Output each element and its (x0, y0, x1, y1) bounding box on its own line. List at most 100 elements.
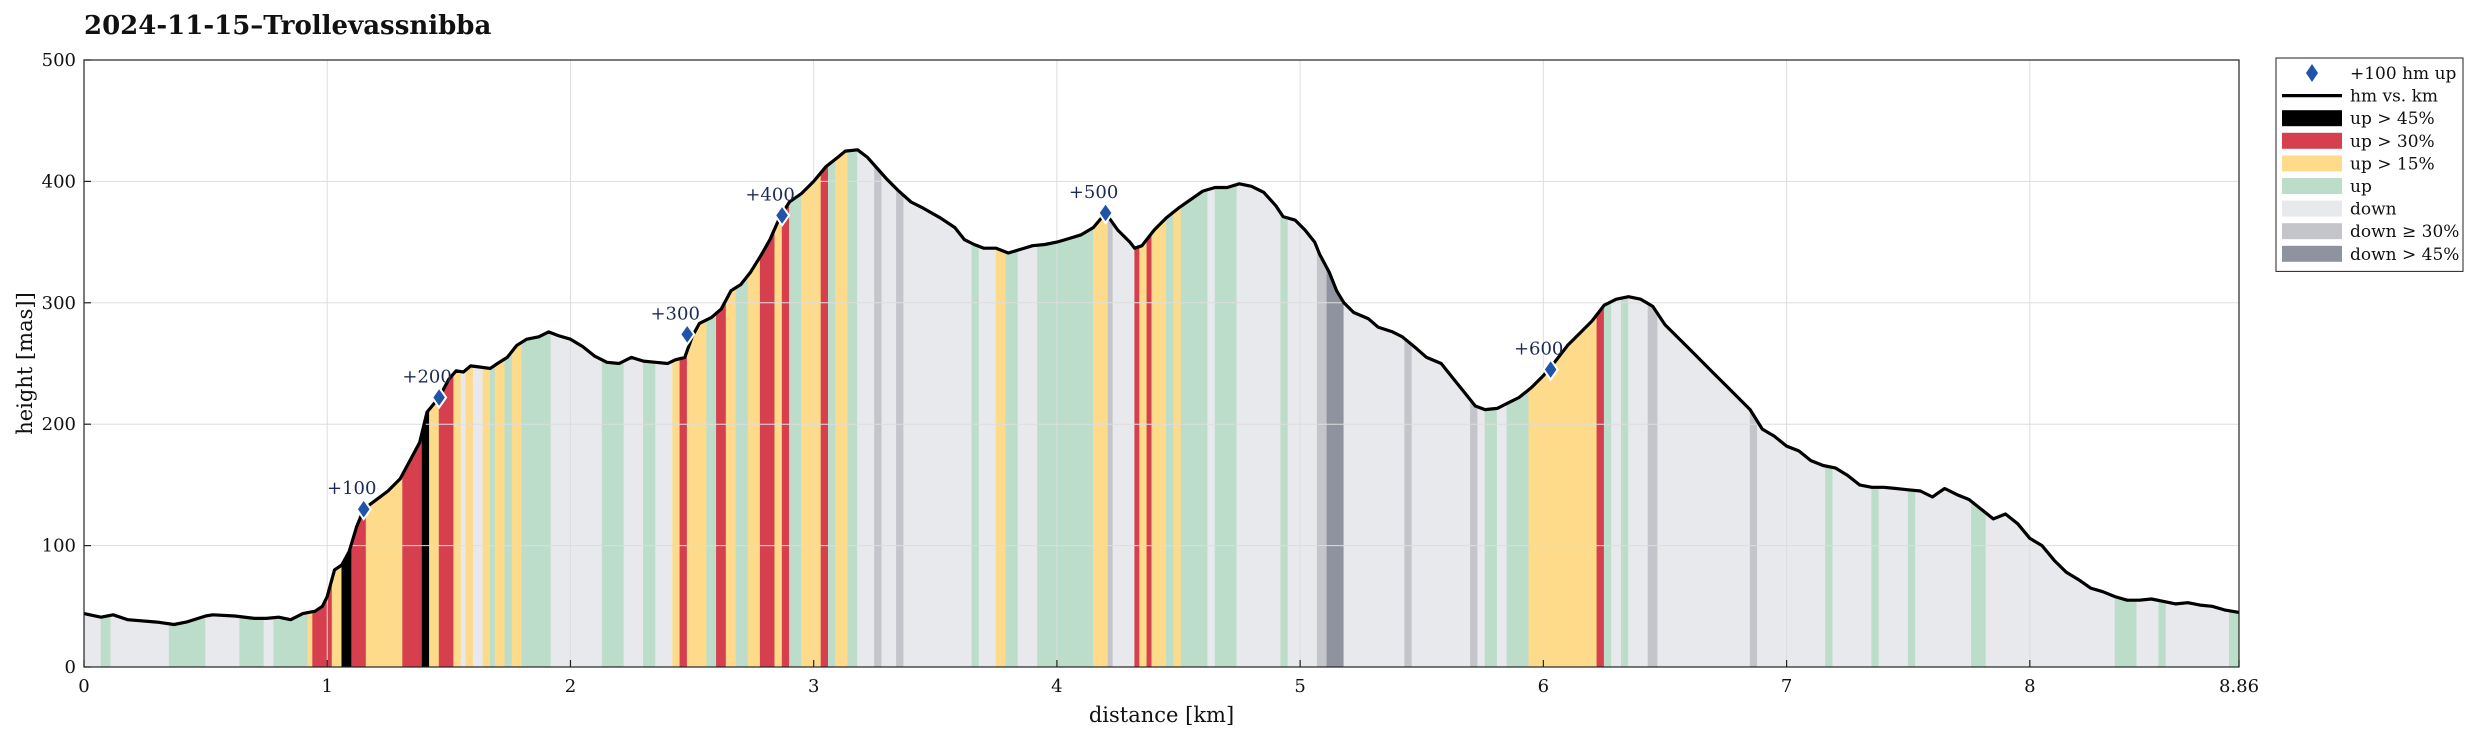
milestone-label: +400 (745, 184, 794, 205)
segment-down (655, 360, 673, 668)
segment-up15 (774, 212, 783, 668)
y-axis-ticks: 0 100 200 300 400 500 (42, 50, 91, 678)
slope-segments (83, 149, 2240, 668)
segment-up45 (421, 408, 430, 668)
y-tick-label: 100 (42, 536, 76, 557)
segment-down (1832, 467, 1872, 668)
segment-up15 (1528, 313, 1598, 668)
segment-down45 (1326, 267, 1345, 668)
segment-down (1112, 222, 1135, 668)
segment-up (735, 274, 749, 668)
segment-up (1603, 301, 1612, 668)
segment-up (1484, 408, 1498, 668)
grid-lines (84, 60, 2239, 667)
segment-up15 (801, 171, 822, 668)
milestone-marker (773, 203, 791, 228)
segment-down (2136, 598, 2159, 668)
segment-down30 (1316, 248, 1328, 668)
segment-up (2114, 596, 2138, 668)
x-tick-label: 0 (78, 676, 89, 697)
segment-down (1343, 302, 1405, 668)
segment-down (1878, 487, 1909, 668)
x-tick-label: 8 (2024, 676, 2035, 697)
segment-down (1657, 312, 1751, 668)
segment-down (1287, 217, 1318, 668)
segment-up (1971, 500, 1987, 668)
segment-up (789, 192, 802, 668)
segment-down (978, 245, 997, 668)
segment-down (205, 614, 240, 668)
y-tick-label: 0 (65, 657, 76, 678)
legend-swatch-up (2282, 178, 2342, 194)
milestone-label: +200 (402, 366, 451, 387)
segment-down (1915, 488, 1972, 668)
segment-up (1005, 249, 1019, 668)
x-tick-label: 3 (808, 676, 819, 697)
segment-down30 (874, 164, 883, 668)
segment-down (857, 149, 875, 668)
legend-swatch-down45 (2282, 245, 2342, 262)
segment-up15 (1151, 217, 1167, 668)
segment-up30 (679, 350, 688, 668)
segment-down30 (896, 187, 904, 668)
legend-label: up > 30% (2350, 132, 2435, 152)
segment-up15 (686, 319, 707, 668)
milestone-marker (678, 322, 696, 347)
segment-up30 (1146, 232, 1153, 668)
x-tick-label: 1 (322, 676, 333, 697)
segment-down (903, 194, 973, 668)
segment-up15 (482, 367, 491, 668)
legend-label: down (2350, 200, 2397, 220)
milestone-label: +100 (327, 478, 376, 499)
segment-up (1506, 389, 1530, 668)
legend-label: down ≥ 30% (2350, 222, 2459, 242)
segment-up15 (494, 358, 506, 668)
segment-up (601, 359, 625, 668)
segment-up15 (1139, 238, 1148, 668)
legend-label: +100 hm up (2350, 64, 2457, 84)
segment-up15 (995, 247, 1007, 668)
y-tick-label: 300 (42, 293, 76, 314)
segment-up (1037, 226, 1094, 668)
segment-up (1180, 189, 1208, 668)
segment-up (239, 616, 265, 668)
segment-down (1477, 406, 1486, 668)
milestone-marker (430, 385, 448, 410)
segment-up (847, 149, 858, 668)
segment-up15 (429, 396, 440, 668)
milestone-markers: +100 +200 +300 +400 +500 +600 (327, 182, 1563, 521)
segment-up (2158, 600, 2167, 668)
segment-up (706, 312, 717, 668)
x-axis-label: distance [km] (1089, 703, 1234, 727)
segment-down30 (1107, 215, 1114, 668)
legend-label: up > 15% (2350, 154, 2435, 174)
segment-up30 (781, 200, 790, 668)
legend-label: up > 45% (2350, 109, 2435, 129)
x-tick-label: 4 (1051, 676, 1062, 697)
profile-line (83, 148, 2240, 627)
legend-swatch-down30 (2282, 223, 2342, 240)
legend-swatch-down (2282, 200, 2342, 217)
milestone-label: +600 (1514, 339, 1563, 360)
milestone-marker (355, 497, 372, 521)
y-axis-label: height [mas]] (13, 292, 37, 435)
segment-up15 (511, 341, 523, 668)
segment-down (623, 357, 644, 668)
milestone-label: +300 (650, 303, 699, 324)
segment-down30 (1647, 302, 1658, 668)
legend-label: hm vs. km (2350, 87, 2438, 107)
segment-up (1825, 465, 1834, 668)
segment-up (1871, 487, 1880, 668)
segment-down (550, 332, 603, 668)
segment-up15 (307, 611, 313, 668)
x-tick-label: 2 (565, 676, 576, 697)
segment-down (1017, 244, 1038, 668)
legend-swatch-up15 (2282, 155, 2342, 172)
segment-down (881, 172, 897, 668)
segment-up (100, 614, 112, 668)
x-tick-label: 6 (1538, 676, 1549, 697)
segment-up (489, 364, 496, 668)
segment-down (83, 613, 102, 668)
segment-up15 (835, 150, 848, 668)
